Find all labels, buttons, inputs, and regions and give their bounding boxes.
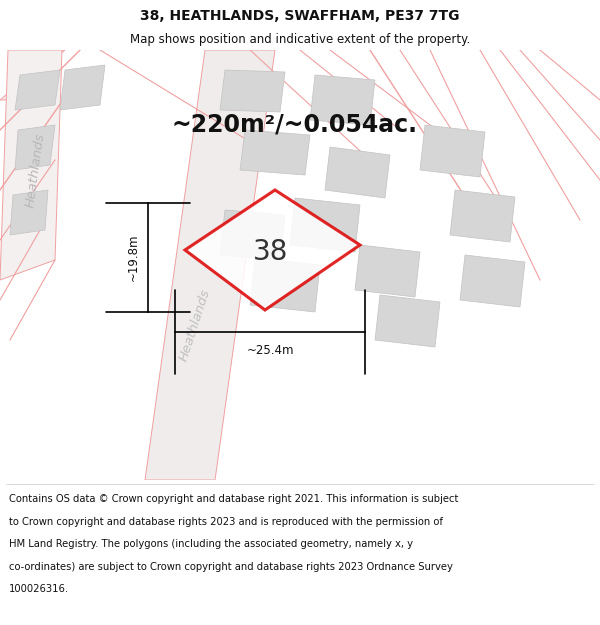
Polygon shape [460, 255, 525, 307]
Polygon shape [310, 75, 375, 125]
Text: 38: 38 [253, 238, 289, 266]
Polygon shape [290, 198, 360, 252]
Text: co-ordinates) are subject to Crown copyright and database rights 2023 Ordnance S: co-ordinates) are subject to Crown copyr… [9, 562, 453, 572]
Polygon shape [145, 50, 275, 480]
Text: ~25.4m: ~25.4m [246, 344, 294, 357]
Polygon shape [10, 190, 48, 235]
Text: Heathlands: Heathlands [23, 132, 47, 208]
Text: ~220m²/~0.054ac.: ~220m²/~0.054ac. [172, 113, 418, 137]
Polygon shape [15, 70, 60, 110]
Text: Heathlands: Heathlands [177, 288, 213, 362]
Text: to Crown copyright and database rights 2023 and is reproduced with the permissio: to Crown copyright and database rights 2… [9, 517, 443, 527]
Text: 100026316.: 100026316. [9, 584, 69, 594]
Polygon shape [15, 125, 55, 170]
Polygon shape [0, 50, 62, 280]
Polygon shape [375, 295, 440, 347]
Polygon shape [250, 258, 320, 312]
Text: 38, HEATHLANDS, SWAFFHAM, PE37 7TG: 38, HEATHLANDS, SWAFFHAM, PE37 7TG [140, 9, 460, 23]
Text: Map shows position and indicative extent of the property.: Map shows position and indicative extent… [130, 32, 470, 46]
Polygon shape [185, 190, 360, 310]
Polygon shape [220, 210, 285, 260]
Text: Contains OS data © Crown copyright and database right 2021. This information is : Contains OS data © Crown copyright and d… [9, 494, 458, 504]
Polygon shape [60, 65, 105, 110]
Polygon shape [355, 245, 420, 297]
Polygon shape [420, 125, 485, 177]
Polygon shape [220, 70, 285, 112]
Text: ~19.8m: ~19.8m [127, 234, 140, 281]
Polygon shape [240, 130, 310, 175]
Polygon shape [450, 190, 515, 242]
Polygon shape [0, 50, 65, 100]
Text: HM Land Registry. The polygons (including the associated geometry, namely x, y: HM Land Registry. The polygons (includin… [9, 539, 413, 549]
Polygon shape [325, 147, 390, 198]
